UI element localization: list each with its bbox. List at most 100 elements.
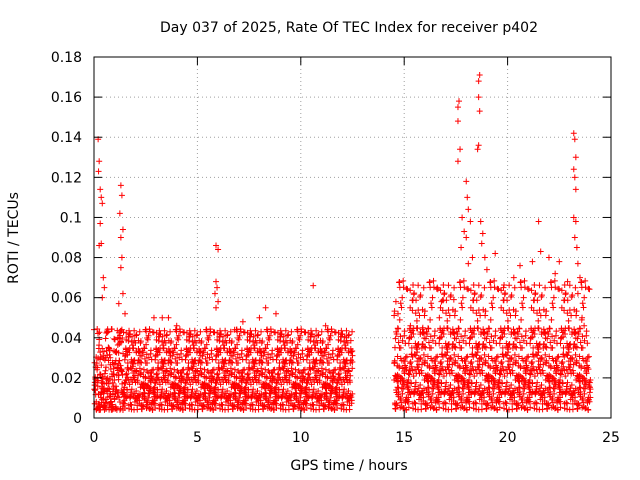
data-point (117, 264, 124, 271)
data-point (175, 332, 182, 339)
data-point (410, 373, 417, 380)
data-point (237, 328, 244, 335)
data-point (483, 405, 490, 412)
data-point (219, 386, 226, 393)
data-point (496, 377, 503, 384)
data-point (140, 389, 147, 396)
data-point (482, 308, 489, 315)
data-point (528, 287, 535, 294)
data-point (438, 388, 445, 395)
data-point (433, 366, 440, 373)
data-point (414, 325, 421, 332)
data-point (474, 146, 481, 153)
data-point (578, 364, 585, 371)
data-point (554, 354, 561, 361)
data-point (458, 344, 465, 351)
y-tick-label: 0.04 (51, 331, 82, 347)
data-point (282, 327, 289, 334)
data-point (207, 384, 214, 391)
data-point (173, 341, 180, 348)
data-point (207, 390, 214, 397)
data-point (526, 377, 533, 384)
data-point (515, 402, 522, 409)
data-point (434, 284, 441, 291)
data-point (499, 388, 506, 395)
data-point (512, 308, 519, 315)
data-point (165, 379, 172, 386)
data-point (410, 282, 417, 289)
data-point (221, 360, 228, 367)
data-point (145, 394, 152, 401)
data-point (326, 336, 333, 343)
data-point (302, 389, 309, 396)
data-point (315, 388, 322, 395)
data-point (260, 406, 267, 413)
data-point (171, 389, 178, 396)
data-point (451, 343, 458, 350)
data-point (189, 386, 196, 393)
data-point (475, 142, 482, 149)
data-point (140, 349, 147, 356)
data-point (279, 401, 286, 408)
data-point (160, 345, 167, 352)
data-point (345, 388, 352, 395)
data-point (555, 366, 562, 373)
data-point (193, 339, 200, 346)
data-point (117, 234, 124, 241)
data-point (466, 404, 473, 411)
data-point (334, 404, 341, 411)
data-point (239, 374, 246, 381)
data-point (346, 368, 353, 375)
data-point (96, 329, 103, 336)
data-point (450, 296, 457, 303)
data-point (437, 287, 444, 294)
data-point (417, 356, 424, 363)
data-point (319, 359, 326, 366)
data-point (536, 366, 543, 373)
data-point (162, 390, 169, 397)
data-point (458, 333, 465, 340)
data-point (489, 385, 496, 392)
data-point (299, 347, 306, 354)
data-point (456, 339, 463, 346)
data-point (263, 355, 270, 362)
data-point (233, 375, 240, 382)
data-point (517, 279, 524, 286)
data-point (101, 284, 108, 291)
data-point (430, 385, 437, 392)
data-point (437, 360, 444, 367)
data-point (521, 377, 528, 384)
data-point (426, 279, 433, 286)
data-point (474, 317, 481, 324)
data-point (529, 358, 536, 365)
data-point (531, 373, 538, 380)
y-tick-label: 0.14 (51, 130, 82, 146)
data-point (408, 363, 415, 370)
data-point (516, 339, 523, 346)
data-point (414, 341, 421, 348)
data-point (133, 331, 140, 338)
data-point (100, 348, 107, 355)
data-point (310, 338, 317, 345)
data-point (254, 331, 261, 338)
data-point (111, 396, 118, 403)
data-point (546, 325, 553, 332)
data-point (537, 312, 544, 319)
data-point (429, 337, 436, 344)
data-point (391, 357, 398, 364)
data-point (469, 254, 476, 261)
data-point (521, 277, 528, 284)
data-point (424, 371, 431, 378)
data-point (262, 304, 269, 311)
data-point (326, 360, 333, 367)
data-point (224, 332, 231, 339)
data-point (523, 358, 530, 365)
data-point (557, 404, 564, 411)
data-point (564, 400, 571, 407)
data-point (408, 380, 415, 387)
data-point (439, 363, 446, 370)
data-point (138, 369, 145, 376)
data-point (193, 388, 200, 395)
data-point (99, 375, 106, 382)
